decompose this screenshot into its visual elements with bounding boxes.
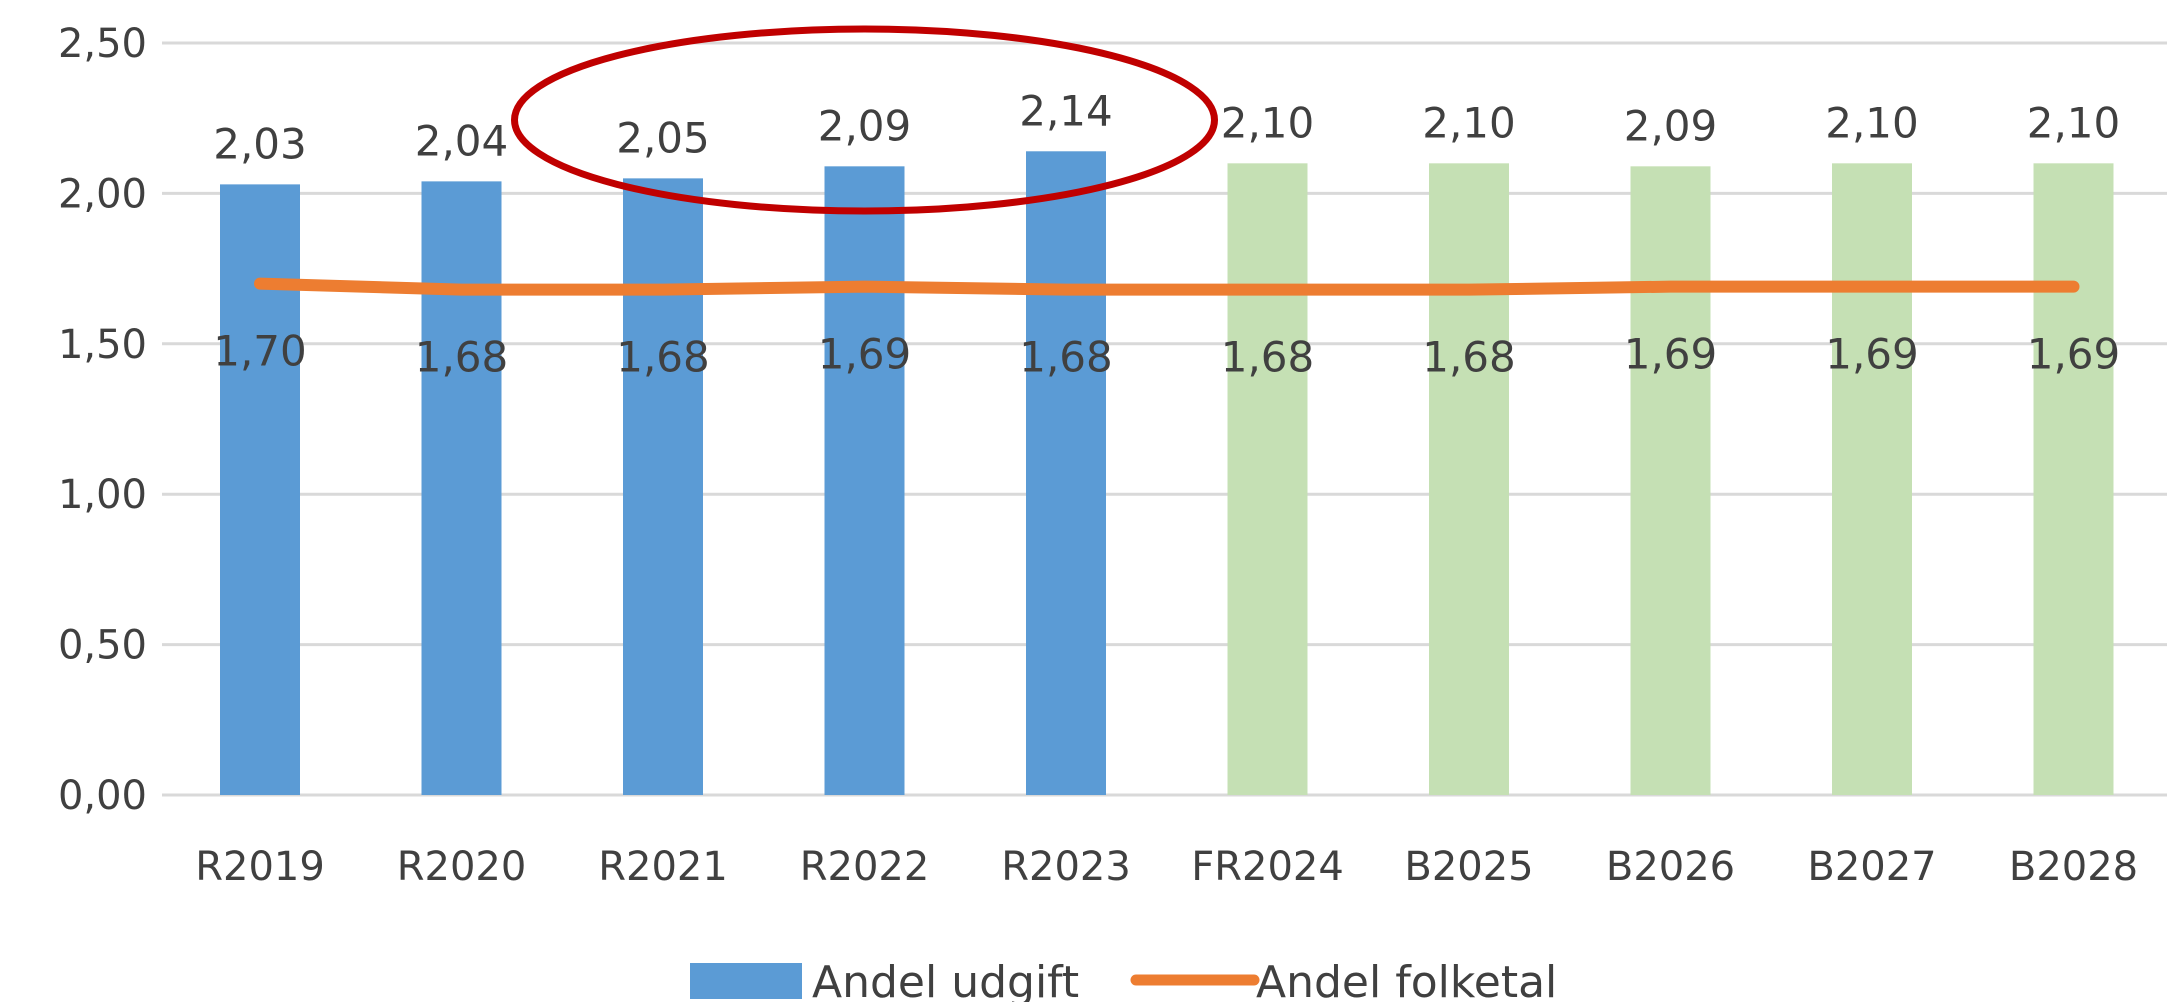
line-series: [254, 277, 2080, 296]
x-tick-label: B2026: [1606, 844, 1735, 890]
line-data-label: 1,69: [2027, 330, 2121, 379]
x-tick-label: R2021: [598, 844, 728, 890]
bar: [1026, 151, 1106, 796]
y-tick-label: 2,00: [58, 171, 147, 217]
bar-data-label: 2,10: [2027, 98, 2121, 147]
bar-data-label: 2,14: [1019, 86, 1113, 135]
x-tick-label: R2020: [397, 844, 527, 890]
x-tick-label: B2025: [1404, 844, 1533, 890]
legend-label-andel-folketal: Andel folketal: [1256, 957, 1557, 1002]
line-data-labels: 1,70 1,68 1,68 1,69 1,68 1,68 1,68 1,69 1,69 1,69: [213, 327, 2120, 382]
y-tick-label: 1,00: [58, 472, 147, 518]
bar: [1832, 163, 1912, 795]
legend: Andel udgift Andel folketal: [690, 957, 1557, 1002]
y-tick-label: 2,50: [58, 21, 147, 67]
legend-swatch-andel-udgift: [690, 963, 802, 999]
bar-data-label: 2,10: [1825, 98, 1919, 147]
y-tick-label: 0,50: [58, 623, 147, 669]
x-axis: R2019 R2020 R2021 R2022 R2023 FR2024 B2025 B202…: [195, 844, 2138, 890]
line-data-label: 1,69: [1825, 330, 1919, 379]
line-data-label: 1,69: [818, 330, 912, 379]
bar-data-labels: 2,03 2,04 2,05 2,09 2,14 2,10 2,10 2,09 2,10 2,10: [213, 86, 2120, 168]
bar: [824, 166, 905, 795]
y-tick-label: 0,00: [58, 773, 147, 819]
x-tick-label: B2027: [1807, 844, 1936, 890]
line-data-label: 1,70: [213, 327, 307, 376]
bar: [1227, 163, 1308, 795]
annotation: [511, 25, 1218, 215]
bar: [623, 178, 703, 796]
bar-data-label: 2,03: [213, 119, 307, 168]
x-tick-label: B2028: [2009, 844, 2138, 890]
bar: [220, 184, 300, 796]
line-data-label: 1,68: [1422, 333, 1516, 382]
line-data-label: 1,68: [616, 333, 710, 382]
bar: [1630, 166, 1711, 795]
legend-label-andel-udgift: Andel udgift: [812, 957, 1079, 1002]
line-data-label: 1,68: [1221, 333, 1315, 382]
y-axis: 0,00 0,50 1,00 1,50 2,00 2,50: [58, 21, 147, 819]
x-tick-label: R2022: [800, 844, 930, 890]
bar-data-label: 2,10: [1422, 98, 1516, 147]
x-tick-label: R2023: [1001, 844, 1131, 890]
line-path: [254, 277, 2080, 296]
line-data-label: 1,68: [1019, 333, 1113, 382]
x-tick-label: FR2024: [1191, 844, 1344, 890]
bar-data-label: 2,10: [1221, 98, 1315, 147]
bar-data-label: 2,09: [1624, 101, 1718, 150]
bar-series: [220, 151, 2114, 796]
x-tick-label: R2019: [195, 844, 325, 890]
bar-data-label: 2,04: [415, 116, 509, 165]
bar-data-label: 2,05: [616, 113, 710, 162]
highlight-ellipse: [511, 25, 1218, 215]
bar: [1429, 163, 1509, 795]
bar-data-label: 2,09: [818, 101, 912, 150]
bar: [421, 181, 502, 796]
y-tick-label: 1,50: [58, 322, 147, 368]
line-data-label: 1,68: [415, 333, 509, 382]
bar: [2033, 163, 2114, 795]
line-data-label: 1,69: [1624, 330, 1718, 379]
